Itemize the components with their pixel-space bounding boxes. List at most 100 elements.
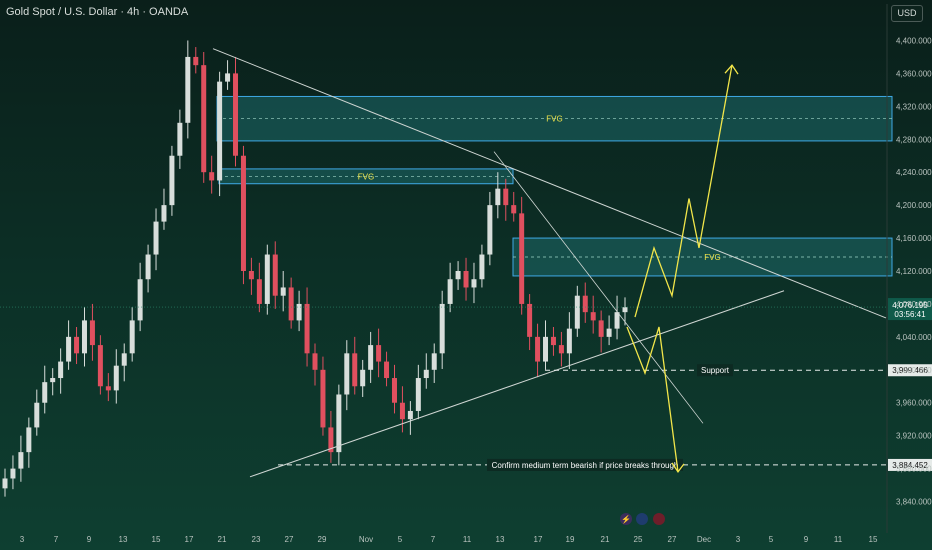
candle-body[interactable] (368, 345, 374, 370)
candle-body[interactable] (487, 205, 493, 255)
level-price-label: 3,884.452 (892, 461, 928, 470)
us-flag-event-icon[interactable] (636, 513, 648, 525)
candle-body[interactable] (479, 254, 485, 280)
currency-selector[interactable]: USD (891, 5, 923, 22)
candle-body[interactable] (606, 328, 612, 337)
candle-body[interactable] (137, 279, 143, 321)
candle-body[interactable] (463, 271, 469, 288)
candle-body[interactable] (471, 279, 477, 288)
candle-body[interactable] (503, 188, 509, 206)
candle-body[interactable] (535, 336, 541, 362)
candle-body[interactable] (407, 410, 413, 420)
candle-body[interactable] (161, 205, 167, 222)
candle-body[interactable] (209, 172, 215, 181)
candle-body[interactable] (360, 369, 366, 387)
y-tick-label: 4,120.000 (896, 267, 932, 276)
candle-body[interactable] (10, 468, 16, 479)
candle-body[interactable] (34, 402, 40, 428)
candle-body[interactable] (447, 279, 453, 304)
candle-body[interactable] (248, 271, 254, 280)
candle-body[interactable] (89, 320, 95, 346)
y-tick-label: 3,920.000 (896, 432, 932, 441)
candle-body[interactable] (280, 287, 286, 296)
candle-body[interactable] (193, 56, 199, 66)
us-flag-event-icon-2[interactable] (653, 513, 665, 525)
candle-body[interactable] (2, 478, 8, 489)
candle-body[interactable] (558, 345, 564, 354)
candle-body[interactable] (145, 254, 151, 280)
candle-body[interactable] (240, 155, 246, 271)
candle-body[interactable] (288, 287, 294, 321)
candle-body[interactable] (519, 213, 525, 304)
x-tick-label: 23 (252, 535, 261, 544)
ascending-trendline[interactable] (249, 290, 785, 478)
candle-body[interactable] (550, 336, 556, 346)
y-tick-label: 4,080.000 (896, 300, 932, 309)
candle-body[interactable] (352, 353, 358, 387)
candle-body[interactable] (74, 336, 80, 354)
candle-body[interactable] (153, 221, 159, 255)
candle-body[interactable] (376, 345, 382, 362)
candle-body[interactable] (26, 427, 32, 453)
candle-body[interactable] (225, 73, 231, 82)
x-tick-label: 13 (119, 535, 128, 544)
candle-body[interactable] (256, 279, 262, 304)
candle-body[interactable] (455, 271, 461, 280)
bearish-projection-arrow[interactable] (626, 326, 679, 472)
lightning-event-icon[interactable] (620, 513, 632, 525)
candle-body[interactable] (177, 122, 183, 156)
candle-body[interactable] (543, 336, 549, 362)
candle-body[interactable] (272, 254, 278, 296)
candle-body[interactable] (113, 365, 119, 391)
candle-body[interactable] (574, 295, 580, 329)
candle-body[interactable] (590, 312, 596, 321)
candle-body[interactable] (81, 320, 87, 354)
candle-body[interactable] (614, 312, 620, 329)
candle-body[interactable] (121, 353, 127, 366)
candle-body[interactable] (423, 369, 429, 379)
candle-body[interactable] (169, 155, 175, 206)
candle-body[interactable] (129, 320, 135, 354)
candle-body[interactable] (399, 402, 405, 420)
candle-body[interactable] (511, 205, 517, 214)
candle-body[interactable] (58, 361, 64, 379)
candle-body[interactable] (233, 73, 239, 156)
bullish-projection-arrow[interactable] (634, 65, 733, 318)
candle-body[interactable] (566, 328, 572, 354)
candle-body[interactable] (431, 353, 437, 370)
candle-body[interactable] (217, 81, 223, 181)
candle-body[interactable] (201, 65, 207, 173)
candle-body[interactable] (50, 378, 56, 383)
candle-body[interactable] (495, 188, 501, 206)
candle-body[interactable] (312, 353, 318, 370)
candle-body[interactable] (185, 56, 191, 123)
bearish-arrowhead (671, 462, 685, 474)
candle-body[interactable] (622, 307, 628, 313)
candle-body[interactable] (296, 303, 302, 321)
candle-body[interactable] (18, 452, 24, 469)
current-price-badge (888, 298, 932, 321)
candle-body[interactable] (384, 361, 390, 379)
candle-body[interactable] (328, 427, 334, 453)
x-tick-label: 3 (736, 535, 741, 544)
candle-body[interactable] (415, 378, 421, 411)
candle-body[interactable] (42, 382, 48, 403)
candle-body[interactable] (439, 303, 445, 354)
x-tick-label: 5 (398, 535, 403, 544)
candle-body[interactable] (97, 345, 103, 387)
steep-trendline[interactable] (493, 151, 704, 424)
candle-body[interactable] (344, 353, 350, 395)
candle-body[interactable] (336, 394, 342, 453)
level-label: Confirm medium term bearish if price bre… (492, 461, 679, 470)
candle-body[interactable] (304, 303, 310, 354)
candle-body[interactable] (320, 369, 326, 428)
candle-body[interactable] (105, 386, 111, 391)
candle-body[interactable] (598, 320, 604, 337)
candle-body[interactable] (582, 295, 588, 313)
candle-body[interactable] (264, 254, 270, 304)
candle-body[interactable] (391, 378, 397, 403)
descending-trendline[interactable] (212, 48, 887, 319)
candle-body[interactable] (66, 336, 72, 362)
candle-body[interactable] (527, 303, 533, 337)
